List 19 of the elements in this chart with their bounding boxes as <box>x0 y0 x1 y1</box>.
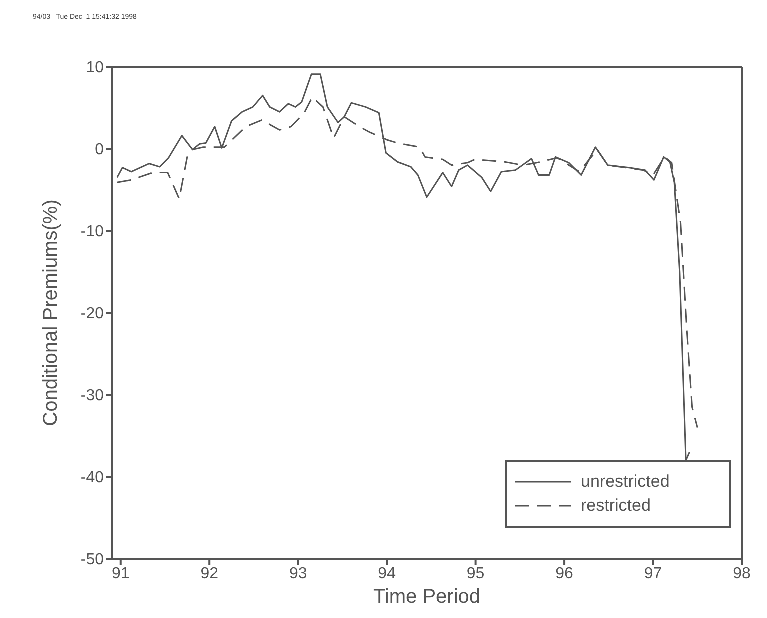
x-axis-title: Time Period <box>373 586 481 608</box>
legend-label: unrestricted <box>581 472 670 492</box>
x-tick-label: 93 <box>289 565 308 582</box>
y-tick-label: -50 <box>80 552 104 569</box>
y-axis-title: Conditional Premiums(%) <box>40 200 62 426</box>
x-tick-label: 97 <box>644 565 662 582</box>
y-tick-label: -10 <box>80 224 104 241</box>
y-tick-label: -20 <box>80 306 104 323</box>
x-tick-label: 94 <box>378 565 396 582</box>
x-tick-label: 95 <box>466 565 485 582</box>
x-tick-label: 91 <box>112 565 130 582</box>
y-tick-label: 10 <box>86 60 104 77</box>
y-tick-label: -40 <box>80 470 104 487</box>
x-tick-label: 96 <box>556 565 574 582</box>
legend-label: restricted <box>581 496 651 516</box>
x-tick-label: 92 <box>200 565 219 582</box>
x-tick-label: 98 <box>733 565 751 582</box>
y-tick-label: -30 <box>80 388 104 405</box>
y-tick-label: 0 <box>95 142 104 159</box>
